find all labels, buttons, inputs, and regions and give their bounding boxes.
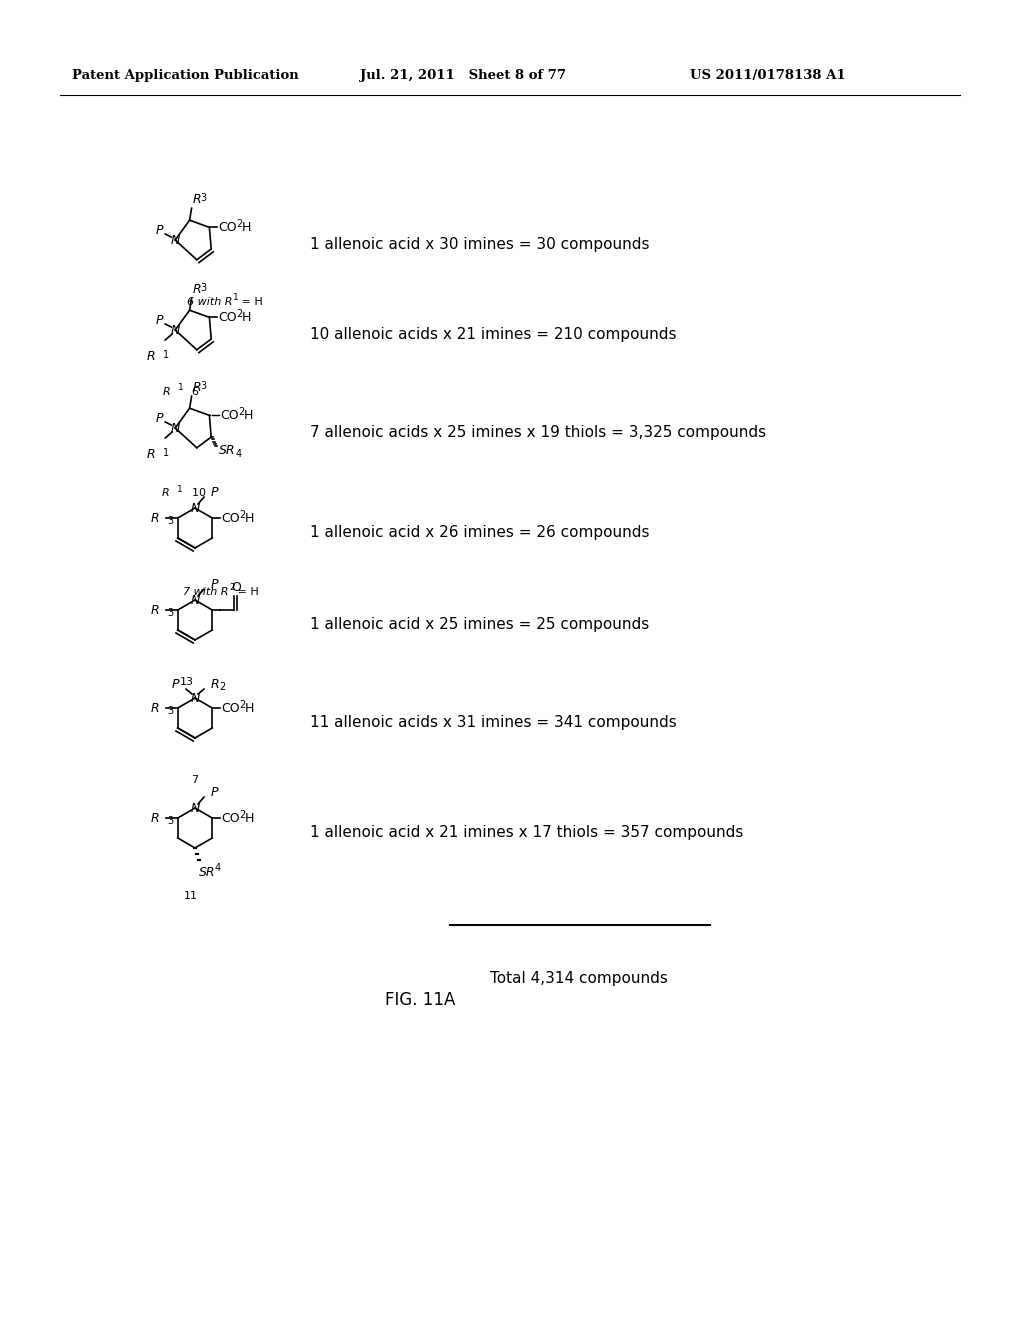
Text: CO: CO (218, 312, 237, 323)
Text: R: R (211, 677, 219, 690)
Text: 3: 3 (168, 706, 174, 715)
Text: R: R (162, 387, 170, 397)
Text: R: R (193, 381, 202, 395)
Text: 2: 2 (239, 408, 245, 417)
Text: 2: 2 (240, 700, 246, 710)
Text: 6: 6 (185, 387, 199, 397)
Text: FIG. 11A: FIG. 11A (385, 991, 456, 1008)
Text: P: P (156, 223, 163, 236)
Text: P: P (211, 486, 218, 499)
Text: N: N (190, 502, 200, 515)
Text: CO: CO (221, 512, 240, 524)
Text: 1 allenoic acid x 25 imines = 25 compounds: 1 allenoic acid x 25 imines = 25 compoun… (310, 618, 649, 632)
Text: 10: 10 (185, 488, 206, 498)
Text: 6 with R: 6 with R (187, 297, 232, 308)
Text: 1: 1 (163, 350, 169, 360)
Text: 1 allenoic acid x 30 imines = 30 compounds: 1 allenoic acid x 30 imines = 30 compoun… (310, 238, 649, 252)
Text: R: R (152, 701, 160, 714)
Text: CO: CO (220, 409, 239, 422)
Text: 3: 3 (168, 816, 174, 826)
Text: H: H (244, 409, 253, 422)
Text: 1: 1 (163, 447, 169, 458)
Text: R: R (146, 447, 156, 461)
Text: SR: SR (199, 866, 215, 879)
Text: US 2011/0178138 A1: US 2011/0178138 A1 (690, 69, 846, 82)
Text: 1: 1 (233, 293, 239, 302)
Text: CO: CO (221, 701, 240, 714)
Text: O: O (230, 581, 241, 594)
Text: Patent Application Publication: Patent Application Publication (72, 69, 299, 82)
Text: P: P (211, 785, 218, 799)
Text: 2: 2 (219, 682, 225, 692)
Text: H: H (245, 701, 254, 714)
Text: N: N (190, 692, 200, 705)
Text: N: N (171, 323, 180, 337)
Text: 3: 3 (201, 284, 207, 293)
Text: 2: 2 (237, 219, 243, 230)
Text: 2: 2 (229, 583, 234, 593)
Text: R: R (152, 512, 160, 524)
Text: 11: 11 (184, 891, 198, 902)
Text: 10 allenoic acids x 21 imines = 210 compounds: 10 allenoic acids x 21 imines = 210 comp… (310, 327, 677, 342)
Text: N: N (171, 421, 180, 434)
Text: Total 4,314 compounds: Total 4,314 compounds (490, 970, 668, 986)
Text: 3: 3 (168, 609, 174, 618)
Text: P: P (156, 412, 163, 425)
Text: 3: 3 (201, 193, 207, 203)
Text: 2: 2 (240, 810, 246, 820)
Text: = H: = H (234, 587, 259, 597)
Text: 3: 3 (168, 516, 174, 527)
Text: R: R (152, 812, 160, 825)
Text: 13: 13 (180, 677, 194, 686)
Text: 4: 4 (215, 863, 221, 873)
Text: R: R (193, 284, 202, 296)
Text: R: R (152, 603, 160, 616)
Text: H: H (242, 312, 251, 323)
Text: P: P (211, 578, 218, 590)
Text: 3: 3 (201, 381, 207, 391)
Text: N: N (190, 801, 200, 814)
Text: 1: 1 (177, 484, 182, 494)
Text: 1 allenoic acid x 21 imines x 17 thiols = 357 compounds: 1 allenoic acid x 21 imines x 17 thiols … (310, 825, 743, 841)
Text: 11 allenoic acids x 31 imines = 341 compounds: 11 allenoic acids x 31 imines = 341 comp… (310, 715, 677, 730)
Text: 4: 4 (236, 449, 242, 459)
Text: H: H (242, 220, 251, 234)
Text: 7: 7 (191, 775, 199, 785)
Text: R: R (193, 193, 202, 206)
Text: 7 with R: 7 with R (183, 587, 228, 597)
Text: = H: = H (238, 297, 263, 308)
Text: 7 allenoic acids x 25 imines x 19 thiols = 3,325 compounds: 7 allenoic acids x 25 imines x 19 thiols… (310, 425, 766, 441)
Text: 2: 2 (237, 309, 243, 319)
Text: P: P (156, 314, 163, 326)
Text: CO: CO (218, 220, 237, 234)
Text: SR: SR (219, 445, 236, 458)
Text: N: N (171, 234, 180, 247)
Text: N: N (190, 594, 200, 607)
Text: R: R (161, 488, 169, 498)
Text: Jul. 21, 2011   Sheet 8 of 77: Jul. 21, 2011 Sheet 8 of 77 (360, 69, 566, 82)
Text: 1 allenoic acid x 26 imines = 26 compounds: 1 allenoic acid x 26 imines = 26 compoun… (310, 525, 649, 540)
Text: 2: 2 (240, 510, 246, 520)
Text: P: P (171, 677, 179, 690)
Text: H: H (245, 512, 254, 524)
Text: CO: CO (221, 812, 240, 825)
Text: R: R (146, 350, 156, 363)
Text: H: H (245, 812, 254, 825)
Text: 1: 1 (178, 384, 183, 392)
